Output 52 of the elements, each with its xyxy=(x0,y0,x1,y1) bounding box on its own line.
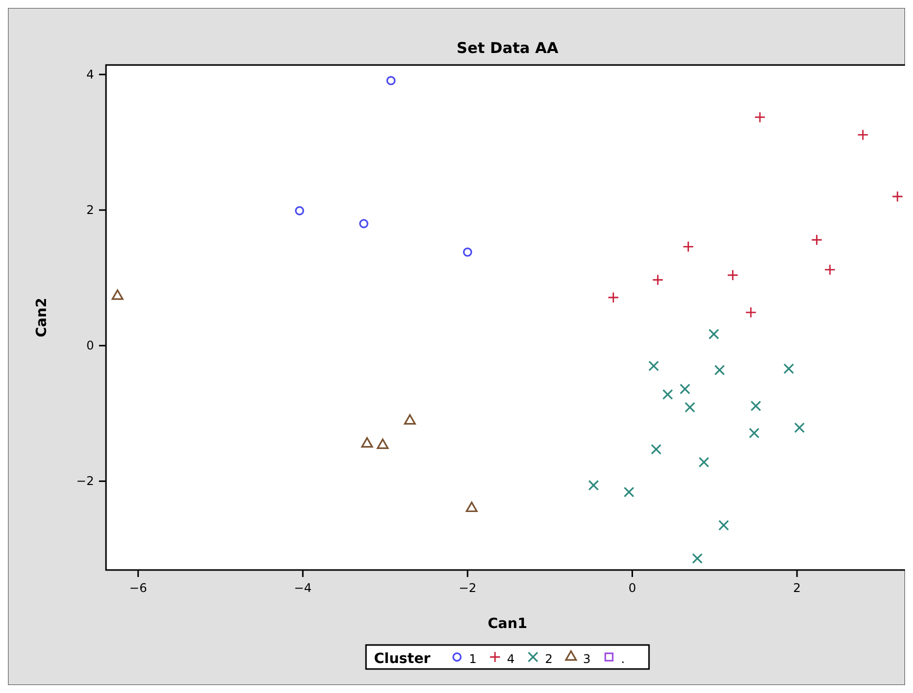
point xyxy=(624,486,634,498)
point xyxy=(682,240,694,252)
point xyxy=(857,129,869,141)
point xyxy=(652,274,664,286)
point xyxy=(650,444,662,455)
point xyxy=(680,384,690,394)
legend-label: 1 xyxy=(469,652,477,666)
point xyxy=(662,389,674,400)
point xyxy=(698,456,710,468)
legend-label: . xyxy=(621,652,625,666)
point xyxy=(361,437,373,448)
point xyxy=(727,269,738,281)
y-tick-label: −2 xyxy=(76,474,94,488)
x-tick-label: −2 xyxy=(458,581,476,595)
point xyxy=(745,306,757,318)
x-axis-title: Can1 xyxy=(488,616,528,632)
point xyxy=(648,360,660,372)
x-tick-label: −6 xyxy=(129,581,147,595)
point xyxy=(588,480,599,491)
point xyxy=(824,264,836,276)
point xyxy=(754,111,766,123)
point xyxy=(294,206,304,216)
point xyxy=(359,219,368,228)
point xyxy=(748,428,760,438)
point xyxy=(466,502,478,512)
point xyxy=(714,364,725,376)
point xyxy=(376,438,389,450)
legend-title: Cluster xyxy=(374,651,431,667)
point xyxy=(718,520,730,531)
point xyxy=(462,248,472,257)
point xyxy=(811,234,822,246)
legend-label: 4 xyxy=(507,652,515,666)
point xyxy=(386,76,396,86)
legend-label: 3 xyxy=(583,652,591,666)
point xyxy=(783,363,794,374)
legend-label: 2 xyxy=(545,652,553,666)
y-tick-label: 4 xyxy=(86,67,94,82)
point xyxy=(794,422,805,433)
point xyxy=(404,414,416,425)
x-tick-label: 0 xyxy=(628,581,636,595)
chart-title: Set Data AA xyxy=(456,39,559,57)
x-tick-label: 2 xyxy=(793,581,801,595)
point xyxy=(684,402,696,413)
y-tick-label: 2 xyxy=(86,203,94,218)
point xyxy=(608,292,620,304)
y-axis-title: Can2 xyxy=(34,298,50,338)
x-tick-label: −4 xyxy=(294,581,312,595)
point xyxy=(750,400,762,412)
point xyxy=(708,328,720,340)
y-tick-label: 0 xyxy=(86,338,94,353)
point xyxy=(692,553,703,564)
point xyxy=(892,190,904,202)
